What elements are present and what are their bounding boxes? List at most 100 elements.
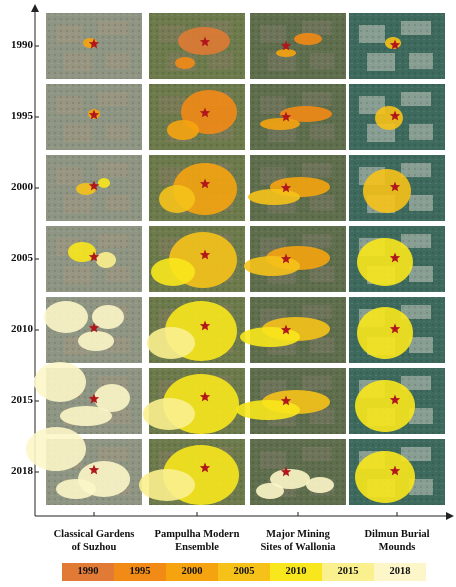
urban-expansion-area	[294, 33, 322, 45]
year-label: 2015	[11, 394, 33, 406]
site-name-line-1: Major Mining	[266, 529, 330, 540]
urban-expansion-area	[96, 252, 116, 268]
urban-expansion-area	[68, 242, 96, 262]
heritage-site-star-icon	[389, 39, 401, 50]
urban-expansion-area	[260, 118, 300, 130]
heritage-site-star-icon	[199, 36, 211, 47]
urban-expansion-area	[94, 384, 130, 412]
map-panel	[147, 297, 245, 363]
site-name-label: Classical Gardens of Suzhou	[39, 528, 149, 554]
urban-expansion-area	[143, 398, 195, 430]
site-name-label: Dilmun Burial Mounds	[342, 528, 452, 554]
site-name-line-1: Classical Gardens	[53, 529, 135, 540]
y-axis-arrow	[31, 4, 39, 12]
map-panel	[46, 155, 142, 221]
site-name-line-2: Ensemble	[175, 542, 219, 553]
urban-expansion-area	[98, 178, 110, 188]
map-panel	[44, 297, 142, 363]
legend-item: 1990	[62, 563, 114, 581]
year-label: 2005	[11, 252, 33, 264]
heritage-site-star-icon	[389, 465, 401, 476]
map-panel	[349, 439, 445, 505]
heritage-site-star-icon	[280, 40, 292, 51]
map-panel	[149, 84, 245, 150]
map-panel	[250, 84, 346, 150]
legend-item: 2000	[166, 563, 218, 581]
map-panel	[349, 226, 445, 292]
urban-expansion-area	[355, 380, 415, 432]
heritage-site-star-icon	[199, 391, 211, 402]
urban-expansion-area	[159, 185, 195, 213]
heritage-site-star-icon	[280, 395, 292, 406]
map-panel	[349, 13, 445, 79]
heritage-site-star-icon	[389, 252, 401, 263]
year-label: 2000	[11, 181, 33, 193]
map-panel	[244, 226, 346, 292]
map-panel	[34, 362, 142, 434]
map-panel	[248, 155, 346, 221]
legend-item: 2010	[270, 563, 322, 581]
map-panel	[236, 368, 346, 434]
urban-expansion-area	[363, 169, 411, 213]
urban-expansion-area	[236, 400, 300, 420]
urban-expansion-area	[357, 238, 413, 286]
heritage-site-star-icon	[88, 322, 100, 333]
map-panel	[149, 155, 245, 221]
heritage-site-star-icon	[280, 253, 292, 264]
site-name-line-1: Pampulha Modern	[154, 529, 240, 540]
map-panel	[349, 368, 445, 434]
map-panel	[250, 13, 346, 79]
heritage-site-star-icon	[389, 181, 401, 192]
heritage-site-star-icon	[88, 393, 100, 404]
urban-expansion-area	[276, 49, 296, 57]
urban-expansion-area	[147, 327, 195, 359]
heritage-site-star-icon	[88, 180, 100, 191]
heritage-site-star-icon	[199, 249, 211, 260]
urban-expansion-area	[175, 57, 195, 69]
urban-expansion-area	[306, 477, 334, 493]
urban-expansion-area	[60, 406, 112, 426]
urban-expansion-area	[270, 469, 310, 489]
map-panel	[349, 297, 445, 363]
urban-expansion-area	[78, 331, 114, 351]
heritage-site-star-icon	[280, 111, 292, 122]
map-panel	[149, 13, 245, 79]
urban-expansion-area	[240, 327, 300, 347]
urban-expansion-area	[139, 469, 195, 501]
urban-expansion-area	[151, 258, 195, 286]
year-label: 2010	[11, 323, 33, 335]
site-name-line-2: Sites of Wallonia	[260, 542, 336, 553]
site-name-line-1: Dilmun Burial	[364, 529, 430, 540]
heritage-site-star-icon	[199, 178, 211, 189]
map-panel	[46, 13, 142, 79]
terrain-texture	[250, 13, 346, 79]
urban-expansion-area	[167, 120, 199, 140]
axes	[31, 4, 454, 520]
x-axis-arrow	[446, 512, 454, 520]
heritage-site-star-icon	[280, 466, 292, 477]
heritage-site-star-icon	[199, 107, 211, 118]
map-panel-grid	[26, 13, 445, 505]
year-label: 1990	[11, 39, 33, 51]
heritage-site-star-icon	[389, 110, 401, 121]
urban-expansion-area	[44, 301, 88, 333]
year-label: 2018	[11, 465, 33, 477]
site-name-line-2: of Suzhou	[71, 542, 117, 553]
heritage-site-star-icon	[280, 182, 292, 193]
heritage-site-star-icon	[389, 323, 401, 334]
map-panel	[149, 226, 245, 292]
map-panel	[250, 439, 346, 505]
map-panel	[143, 368, 245, 434]
map-panel	[240, 297, 346, 363]
heritage-site-star-icon	[88, 251, 100, 262]
heritage-site-star-icon	[88, 109, 100, 120]
urban-expansion-area	[92, 305, 124, 329]
heritage-site-star-icon	[199, 462, 211, 473]
urban-expansion-area	[256, 483, 284, 499]
urban-expansion-area	[355, 451, 415, 503]
heritage-site-star-icon	[199, 320, 211, 331]
legend-item: 2018	[374, 563, 426, 581]
heritage-site-star-icon	[88, 464, 100, 475]
heritage-site-star-icon	[389, 394, 401, 405]
map-panel	[139, 439, 245, 505]
